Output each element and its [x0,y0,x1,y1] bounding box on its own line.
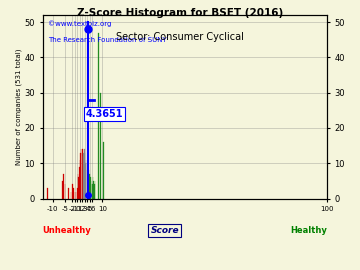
Bar [85,163,86,199]
Text: Z-Score Histogram for BSET (2016): Z-Score Histogram for BSET (2016) [77,8,283,18]
Bar [86,163,87,199]
Bar [90,177,91,199]
Text: Score: Score [150,226,179,235]
Bar [72,184,73,199]
Bar [92,184,93,199]
Bar [71,191,72,199]
Bar [78,177,79,199]
Bar [81,153,82,199]
Bar [62,181,63,199]
Bar [100,93,101,199]
Text: The Research Foundation of SUNY: The Research Foundation of SUNY [48,37,167,43]
Bar [103,142,104,199]
Text: Unhealthy: Unhealthy [42,226,91,235]
Bar [94,184,95,199]
Bar [68,188,69,199]
Text: 4.3651: 4.3651 [86,109,123,119]
Bar [98,33,99,199]
Bar [89,174,90,199]
Bar [91,184,92,199]
Bar [82,149,83,199]
Bar [84,149,85,199]
Text: Healthy: Healthy [290,226,327,235]
Y-axis label: Number of companies (531 total): Number of companies (531 total) [15,49,22,165]
Bar [77,188,78,199]
Text: Sector: Consumer Cyclical: Sector: Consumer Cyclical [116,32,244,42]
Bar [47,188,48,199]
Text: ©www.textbiz.org: ©www.textbiz.org [48,21,112,27]
Bar [73,188,74,199]
Bar [87,170,88,199]
Bar [80,153,81,199]
Bar [63,174,64,199]
Bar [79,167,80,199]
Bar [93,181,94,199]
